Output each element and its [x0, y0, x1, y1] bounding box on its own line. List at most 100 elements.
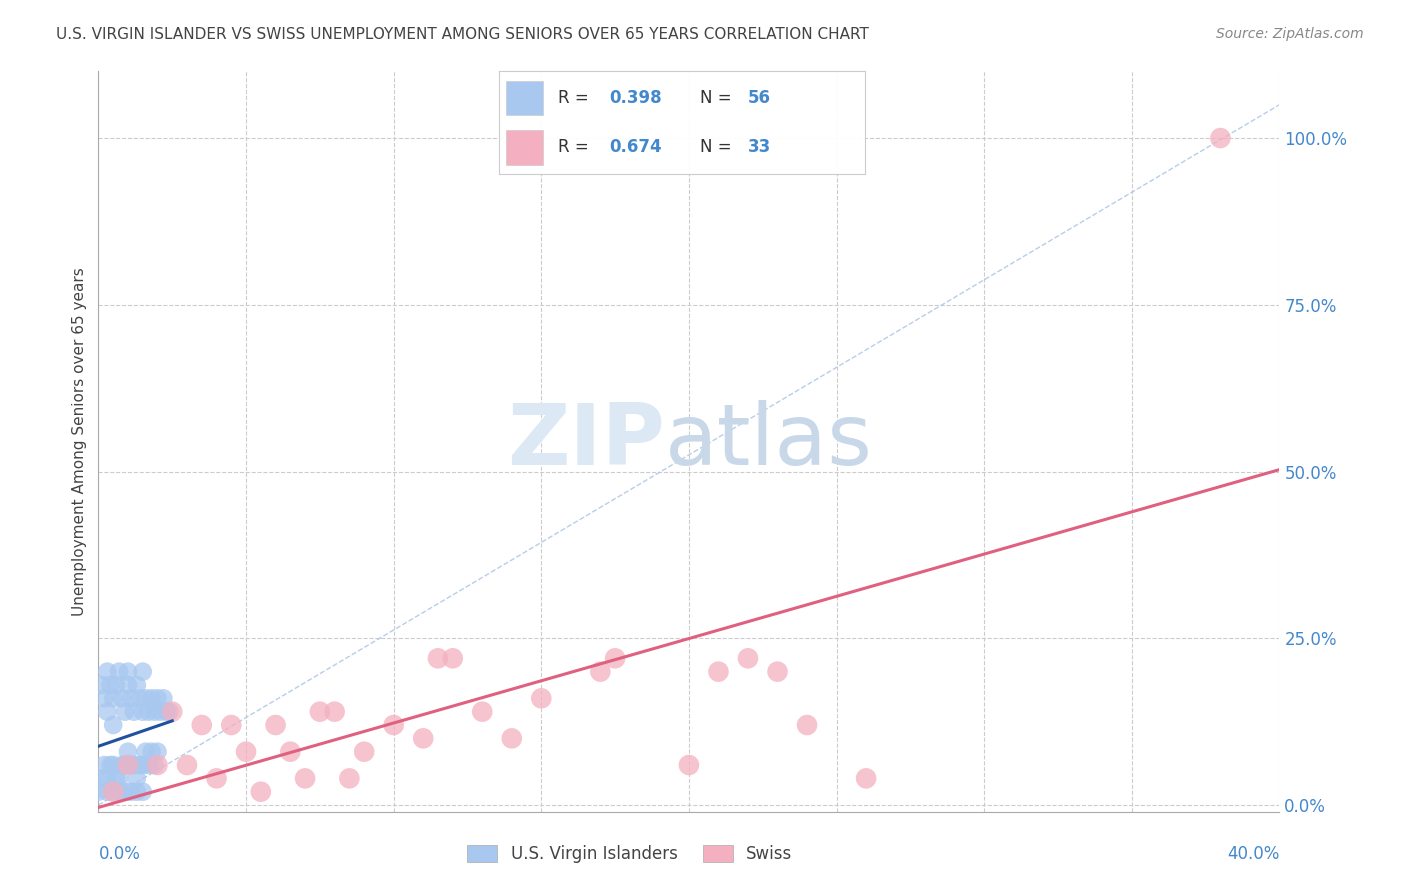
Point: [138, 705, 160, 719]
Point: [309, 705, 332, 719]
Point: [96, 665, 118, 679]
FancyBboxPatch shape: [506, 80, 543, 115]
Legend: U.S. Virgin Islanders, Swiss: U.S. Virgin Islanders, Swiss: [461, 838, 799, 870]
Point: [103, 718, 125, 732]
Point: [120, 758, 142, 772]
Text: N =: N =: [700, 138, 737, 156]
Point: [111, 691, 134, 706]
Point: [117, 665, 139, 679]
Point: [235, 745, 257, 759]
Point: [143, 758, 166, 772]
Point: [157, 705, 180, 719]
Point: [427, 651, 450, 665]
Point: [141, 745, 163, 759]
Point: [108, 785, 131, 799]
Point: [589, 665, 612, 679]
Point: [146, 745, 169, 759]
Point: [530, 691, 553, 706]
Point: [294, 772, 316, 786]
Point: [382, 718, 405, 732]
Text: N =: N =: [700, 89, 737, 107]
Point: [250, 785, 273, 799]
Point: [152, 691, 174, 706]
Point: [280, 745, 302, 759]
Point: [141, 691, 163, 706]
Text: 0.0%: 0.0%: [98, 845, 141, 863]
Point: [132, 665, 155, 679]
Point: [105, 678, 128, 692]
Point: [162, 705, 183, 719]
Point: [125, 785, 148, 799]
Point: [122, 705, 145, 719]
Point: [605, 651, 627, 665]
Point: [339, 772, 361, 786]
Point: [353, 745, 375, 759]
Point: [98, 678, 121, 692]
Text: 0.674: 0.674: [609, 138, 661, 156]
Text: U.S. VIRGIN ISLANDER VS SWISS UNEMPLOYMENT AMONG SENIORS OVER 65 YEARS CORRELATI: U.S. VIRGIN ISLANDER VS SWISS UNEMPLOYME…: [56, 27, 869, 42]
Point: [707, 665, 730, 679]
Point: [135, 691, 157, 706]
Point: [766, 665, 789, 679]
Point: [132, 785, 155, 799]
Point: [120, 691, 142, 706]
Point: [501, 731, 523, 746]
Text: R =: R =: [558, 89, 593, 107]
Point: [93, 758, 115, 772]
Text: 33: 33: [748, 138, 770, 156]
Point: [176, 758, 198, 772]
Point: [132, 758, 155, 772]
Point: [128, 758, 150, 772]
Point: [108, 772, 131, 786]
Point: [93, 691, 115, 706]
Point: [114, 758, 136, 772]
Point: [138, 758, 160, 772]
Point: [125, 772, 148, 786]
Point: [155, 705, 177, 719]
Point: [96, 785, 118, 799]
Point: [132, 705, 155, 719]
Point: [120, 785, 142, 799]
Point: [103, 785, 125, 799]
Text: R =: R =: [558, 138, 593, 156]
Point: [146, 691, 169, 706]
Text: 40.0%: 40.0%: [1227, 845, 1279, 863]
Text: 0.398: 0.398: [609, 89, 661, 107]
Point: [122, 758, 145, 772]
Point: [128, 691, 150, 706]
Point: [117, 758, 139, 772]
Point: [1209, 131, 1232, 145]
Point: [108, 665, 131, 679]
Point: [90, 678, 112, 692]
Y-axis label: Unemployment Among Seniors over 65 years: Unemployment Among Seniors over 65 years: [72, 268, 87, 615]
Point: [149, 705, 172, 719]
Point: [471, 705, 494, 719]
Point: [90, 772, 112, 786]
Text: atlas: atlas: [665, 400, 873, 483]
Point: [125, 678, 148, 692]
FancyBboxPatch shape: [506, 130, 543, 165]
Point: [103, 691, 125, 706]
Point: [103, 758, 125, 772]
Text: 56: 56: [748, 89, 770, 107]
Point: [855, 772, 877, 786]
Point: [96, 705, 118, 719]
Point: [117, 745, 139, 759]
Point: [323, 705, 346, 719]
Point: [103, 785, 125, 799]
Point: [191, 718, 214, 732]
Point: [143, 705, 166, 719]
Point: [221, 718, 243, 732]
Point: [98, 758, 121, 772]
Point: [264, 718, 287, 732]
Point: [205, 772, 228, 786]
Point: [96, 772, 118, 786]
Point: [114, 785, 136, 799]
Text: ZIP: ZIP: [508, 400, 665, 483]
Text: Source: ZipAtlas.com: Source: ZipAtlas.com: [1216, 27, 1364, 41]
Point: [105, 772, 128, 786]
Point: [135, 745, 157, 759]
Point: [117, 678, 139, 692]
Point: [678, 758, 700, 772]
Point: [114, 705, 136, 719]
